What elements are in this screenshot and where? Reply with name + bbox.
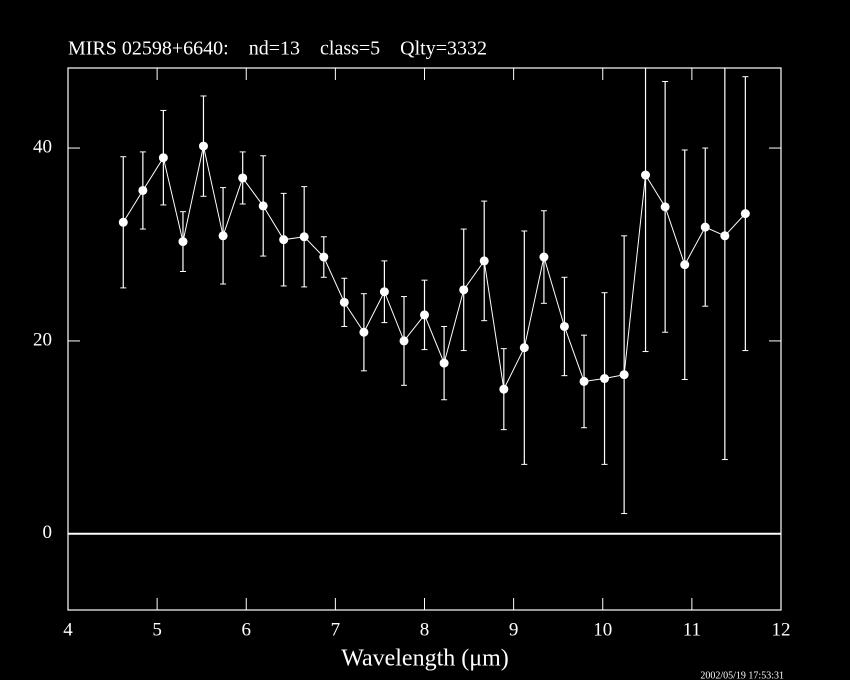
data-point xyxy=(258,201,268,211)
y-tick-label: 40 xyxy=(33,136,52,157)
data-point xyxy=(720,231,730,241)
x-tick-label: 11 xyxy=(683,619,701,640)
x-tick-label: 10 xyxy=(593,619,612,640)
data-point xyxy=(700,222,710,232)
data-point xyxy=(339,297,349,307)
x-tick-label: 9 xyxy=(509,619,519,640)
x-tick-label: 5 xyxy=(152,619,162,640)
data-point xyxy=(198,141,208,151)
data-point xyxy=(238,173,248,183)
data-point xyxy=(379,287,389,297)
timestamp: 2002/05/19 17:53:31 xyxy=(700,670,784,680)
data-point xyxy=(178,237,188,247)
data-point xyxy=(158,153,168,163)
data-point xyxy=(399,336,409,346)
data-point xyxy=(641,170,651,180)
data-point xyxy=(279,235,289,245)
x-tick-label: 6 xyxy=(242,619,252,640)
x-tick-label: 12 xyxy=(772,619,791,640)
chart-title: MIRS 02598+6640: nd=13 class=5 Qlty=3332 xyxy=(68,38,487,60)
data-point xyxy=(680,260,690,270)
y-tick-label: 20 xyxy=(33,329,52,350)
x-tick-label: 4 xyxy=(63,619,73,640)
data-point xyxy=(359,327,369,337)
data-point xyxy=(499,384,509,394)
data-point xyxy=(218,231,228,241)
data-point xyxy=(619,370,629,380)
data-point xyxy=(420,310,429,320)
data-point xyxy=(479,256,489,266)
data-point xyxy=(439,358,449,368)
x-tick-label: 7 xyxy=(331,619,341,640)
data-point xyxy=(600,374,610,384)
data-point xyxy=(579,376,589,386)
data-point xyxy=(118,217,128,227)
data-point xyxy=(299,232,309,242)
data-point xyxy=(559,321,569,331)
x-axis-label: Wavelength (μm) xyxy=(341,646,509,672)
data-line xyxy=(122,146,746,391)
y-tick-label: 0 xyxy=(43,522,53,543)
data-point xyxy=(740,209,750,219)
data-point xyxy=(539,252,549,262)
data-point xyxy=(519,343,529,353)
data-point xyxy=(459,285,469,295)
data-point xyxy=(660,202,670,212)
x-tick-label: 8 xyxy=(420,619,430,640)
data-point xyxy=(319,252,329,262)
data-point xyxy=(138,185,148,195)
